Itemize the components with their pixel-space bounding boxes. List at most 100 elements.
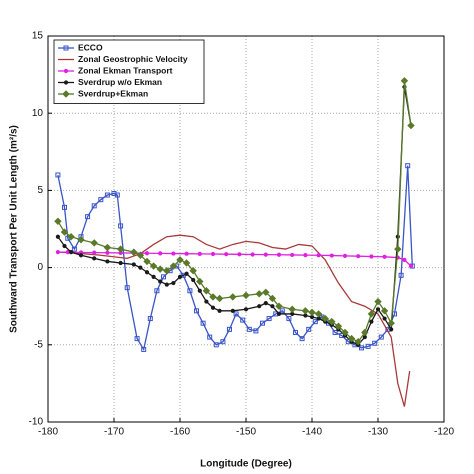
data-point — [154, 288, 160, 294]
data-point — [237, 252, 242, 257]
data-point — [224, 252, 229, 257]
data-point — [217, 308, 222, 313]
data-point — [67, 233, 75, 241]
data-point — [161, 274, 166, 280]
data-point — [220, 339, 226, 345]
data-point — [213, 342, 219, 348]
data-point — [341, 328, 349, 337]
data-point — [367, 310, 376, 318]
data-point — [375, 307, 381, 312]
data-point — [171, 251, 176, 256]
data-point — [191, 277, 196, 283]
data-point — [55, 172, 61, 178]
data-point — [260, 320, 265, 326]
data-point — [158, 251, 163, 256]
data-point — [177, 274, 183, 279]
data-point — [275, 302, 283, 310]
data-point — [169, 262, 178, 270]
data-point — [54, 217, 62, 225]
legend-label: ECCO — [78, 42, 103, 52]
data-point — [394, 245, 402, 253]
series-line — [57, 234, 411, 407]
legend-label: Zonal Ekman Transport — [78, 65, 173, 75]
data-point — [398, 272, 404, 278]
data-point — [262, 288, 270, 297]
data-point — [158, 279, 163, 284]
data-point — [405, 163, 411, 169]
x-tick-label: -180 — [38, 427, 58, 438]
data-point — [143, 257, 151, 266]
x-tick-label: -140 — [302, 427, 322, 438]
y-tick-label: -5 — [34, 339, 43, 350]
legend-marker — [62, 90, 70, 98]
data-point — [382, 316, 387, 321]
data-point — [116, 245, 125, 253]
data-point — [253, 328, 259, 334]
data-point — [194, 308, 199, 314]
data-point — [90, 239, 98, 247]
data-point — [268, 294, 277, 303]
data-point — [134, 336, 140, 342]
legend-marker — [63, 45, 69, 51]
legend-marker — [63, 80, 69, 85]
data-point — [263, 301, 268, 306]
data-point — [187, 288, 193, 294]
x-tick-label: -150 — [236, 427, 256, 438]
data-point — [288, 305, 296, 313]
data-point — [400, 77, 409, 85]
data-point — [356, 254, 361, 259]
data-point — [151, 274, 156, 279]
data-point — [255, 290, 263, 298]
data-point — [250, 252, 255, 257]
data-point — [103, 243, 112, 252]
data-point — [312, 319, 318, 325]
data-point — [387, 319, 395, 327]
data-point — [380, 307, 389, 315]
data-point — [365, 343, 371, 349]
data-point — [372, 340, 378, 346]
data-point — [149, 262, 158, 270]
data-point — [408, 263, 414, 269]
data-point — [361, 328, 369, 337]
data-point — [105, 259, 110, 264]
data-point — [314, 310, 323, 318]
data-point — [378, 334, 384, 340]
data-point — [200, 320, 206, 326]
x-tick-label: -170 — [104, 427, 124, 438]
data-point — [209, 293, 217, 301]
data-point — [402, 257, 407, 262]
data-point — [229, 293, 237, 301]
data-point — [215, 294, 224, 303]
data-point — [279, 308, 285, 314]
data-point — [210, 305, 216, 310]
x-axis-label: Longitude (Degree) — [200, 459, 292, 470]
data-point — [77, 236, 85, 244]
data-point — [329, 253, 334, 258]
data-point — [321, 314, 329, 323]
legend-box — [53, 39, 205, 104]
data-point — [85, 214, 91, 220]
x-tick-label: -120 — [434, 427, 454, 438]
data-point — [293, 329, 298, 335]
data-point — [60, 228, 69, 236]
data-point — [316, 253, 321, 258]
data-point — [210, 251, 216, 257]
data-point — [156, 265, 164, 273]
data-point — [164, 282, 169, 287]
data-point — [276, 252, 282, 257]
data-point — [286, 316, 292, 322]
data-point — [359, 345, 364, 351]
data-point — [138, 265, 143, 270]
series-line — [57, 165, 413, 352]
data-point — [55, 234, 61, 239]
data-point — [204, 299, 209, 304]
data-point — [71, 246, 77, 252]
data-point — [299, 336, 305, 342]
data-point — [243, 307, 249, 312]
data-point — [308, 308, 316, 317]
y-tick-label: 15 — [32, 31, 44, 42]
data-point — [171, 280, 176, 286]
data-point — [176, 256, 184, 264]
data-point — [144, 270, 150, 275]
